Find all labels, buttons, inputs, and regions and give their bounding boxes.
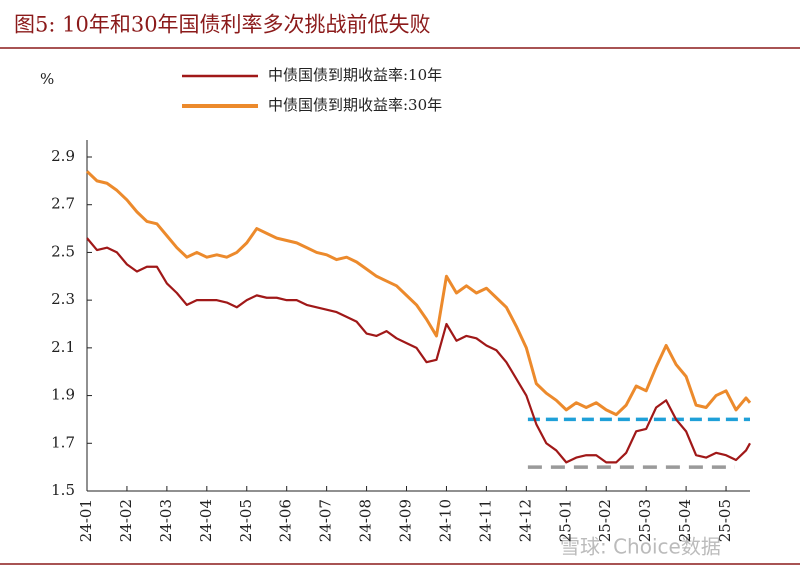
x-tick-label: 25-01 <box>556 499 574 542</box>
series-line <box>85 170 752 417</box>
x-tick-label: 24-02 <box>117 499 135 542</box>
x-tick-label: 24-04 <box>197 499 215 542</box>
x-tick-label: 25-04 <box>676 499 694 542</box>
x-tick-label: 25-05 <box>716 499 734 542</box>
x-tick-label: 24-07 <box>317 499 335 542</box>
y-tick-label: 1.5 <box>51 481 75 499</box>
x-tick-label: 24-12 <box>516 499 534 542</box>
y-tick-label: 2.3 <box>51 290 75 308</box>
x-tick-label: 24-08 <box>357 499 375 542</box>
legend-label: 中债国债到期收益率:10年 <box>268 66 442 84</box>
chart-title: 图5: 10年和30年国债利率多次挑战前低失败 <box>14 13 431 37</box>
x-tick-label: 24-11 <box>476 499 494 542</box>
x-tick-label: 24-09 <box>397 499 415 542</box>
y-tick-label: 2.5 <box>51 242 75 260</box>
x-tick-label: 24-10 <box>436 499 454 542</box>
x-tick-label: 25-02 <box>596 499 614 542</box>
y-tick-label: 1.7 <box>51 433 75 451</box>
x-tick-label: 24-06 <box>277 499 295 542</box>
y-tick-label: 2.7 <box>51 195 75 213</box>
y-tick-label: 2.1 <box>51 338 75 356</box>
x-tick-label: 25-03 <box>636 499 654 542</box>
series-line <box>86 237 751 464</box>
y-axis-label: % <box>40 70 54 88</box>
legend-label: 中债国债到期收益率:30年 <box>268 96 442 114</box>
x-tick-label: 24-05 <box>237 499 255 542</box>
y-tick-label: 1.9 <box>51 386 75 404</box>
x-tick-label: 24-03 <box>157 499 175 542</box>
y-tick-label: 2.9 <box>51 147 75 165</box>
x-tick-label: 24-01 <box>77 499 95 542</box>
watermark: 雪球: Choice数据 <box>560 535 721 559</box>
